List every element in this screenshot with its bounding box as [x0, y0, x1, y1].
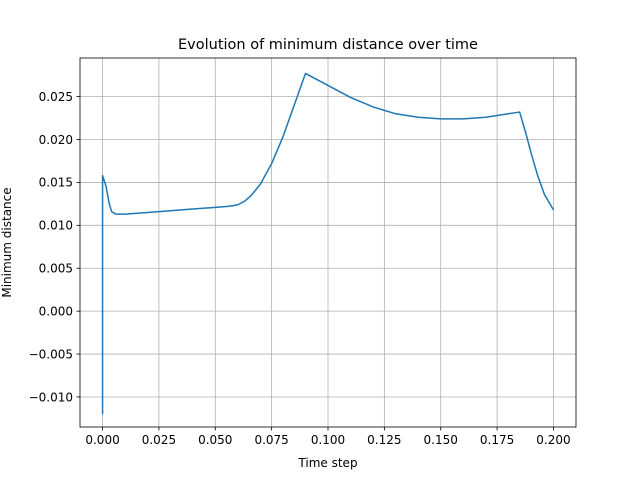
y-tick-label: 0.015	[39, 176, 73, 190]
y-tick-label: 0.025	[39, 90, 73, 104]
x-tick-label: 0.125	[367, 433, 401, 447]
chart-title: Evolution of minimum distance over time	[178, 37, 478, 53]
x-tick-label: 0.200	[536, 433, 570, 447]
y-tick-label: 0.020	[39, 133, 73, 147]
y-tick-label: −0.005	[29, 347, 73, 361]
x-tick-label: 0.150	[424, 433, 458, 447]
y-tick-label: −0.010	[29, 390, 73, 404]
x-tick-label: 0.050	[198, 433, 232, 447]
y-axis-label: Minimum distance	[0, 187, 14, 297]
x-tick-label: 0.175	[480, 433, 514, 447]
x-tick-label: 0.075	[254, 433, 288, 447]
y-tick-label: 0.010	[39, 219, 73, 233]
x-tick-label: 0.000	[85, 433, 119, 447]
x-tick-label: 0.025	[142, 433, 176, 447]
series-line-0	[101, 72, 555, 415]
y-axis-ticks: −0.010 −0.005 0.000 0.005 0.010 0.015 0.020 0.0…	[29, 90, 80, 404]
grid-layer	[80, 58, 576, 427]
y-tick-label: 0.005	[39, 262, 73, 276]
y-tick-label: 0.000	[39, 304, 73, 318]
series-layer	[101, 72, 555, 415]
x-tick-label: 0.100	[311, 433, 345, 447]
x-axis-ticks: 0.000 0.025 0.050 0.075 0.100 0.125 0.150 0.175…	[85, 427, 571, 447]
x-axis-label: Time step	[297, 456, 357, 470]
